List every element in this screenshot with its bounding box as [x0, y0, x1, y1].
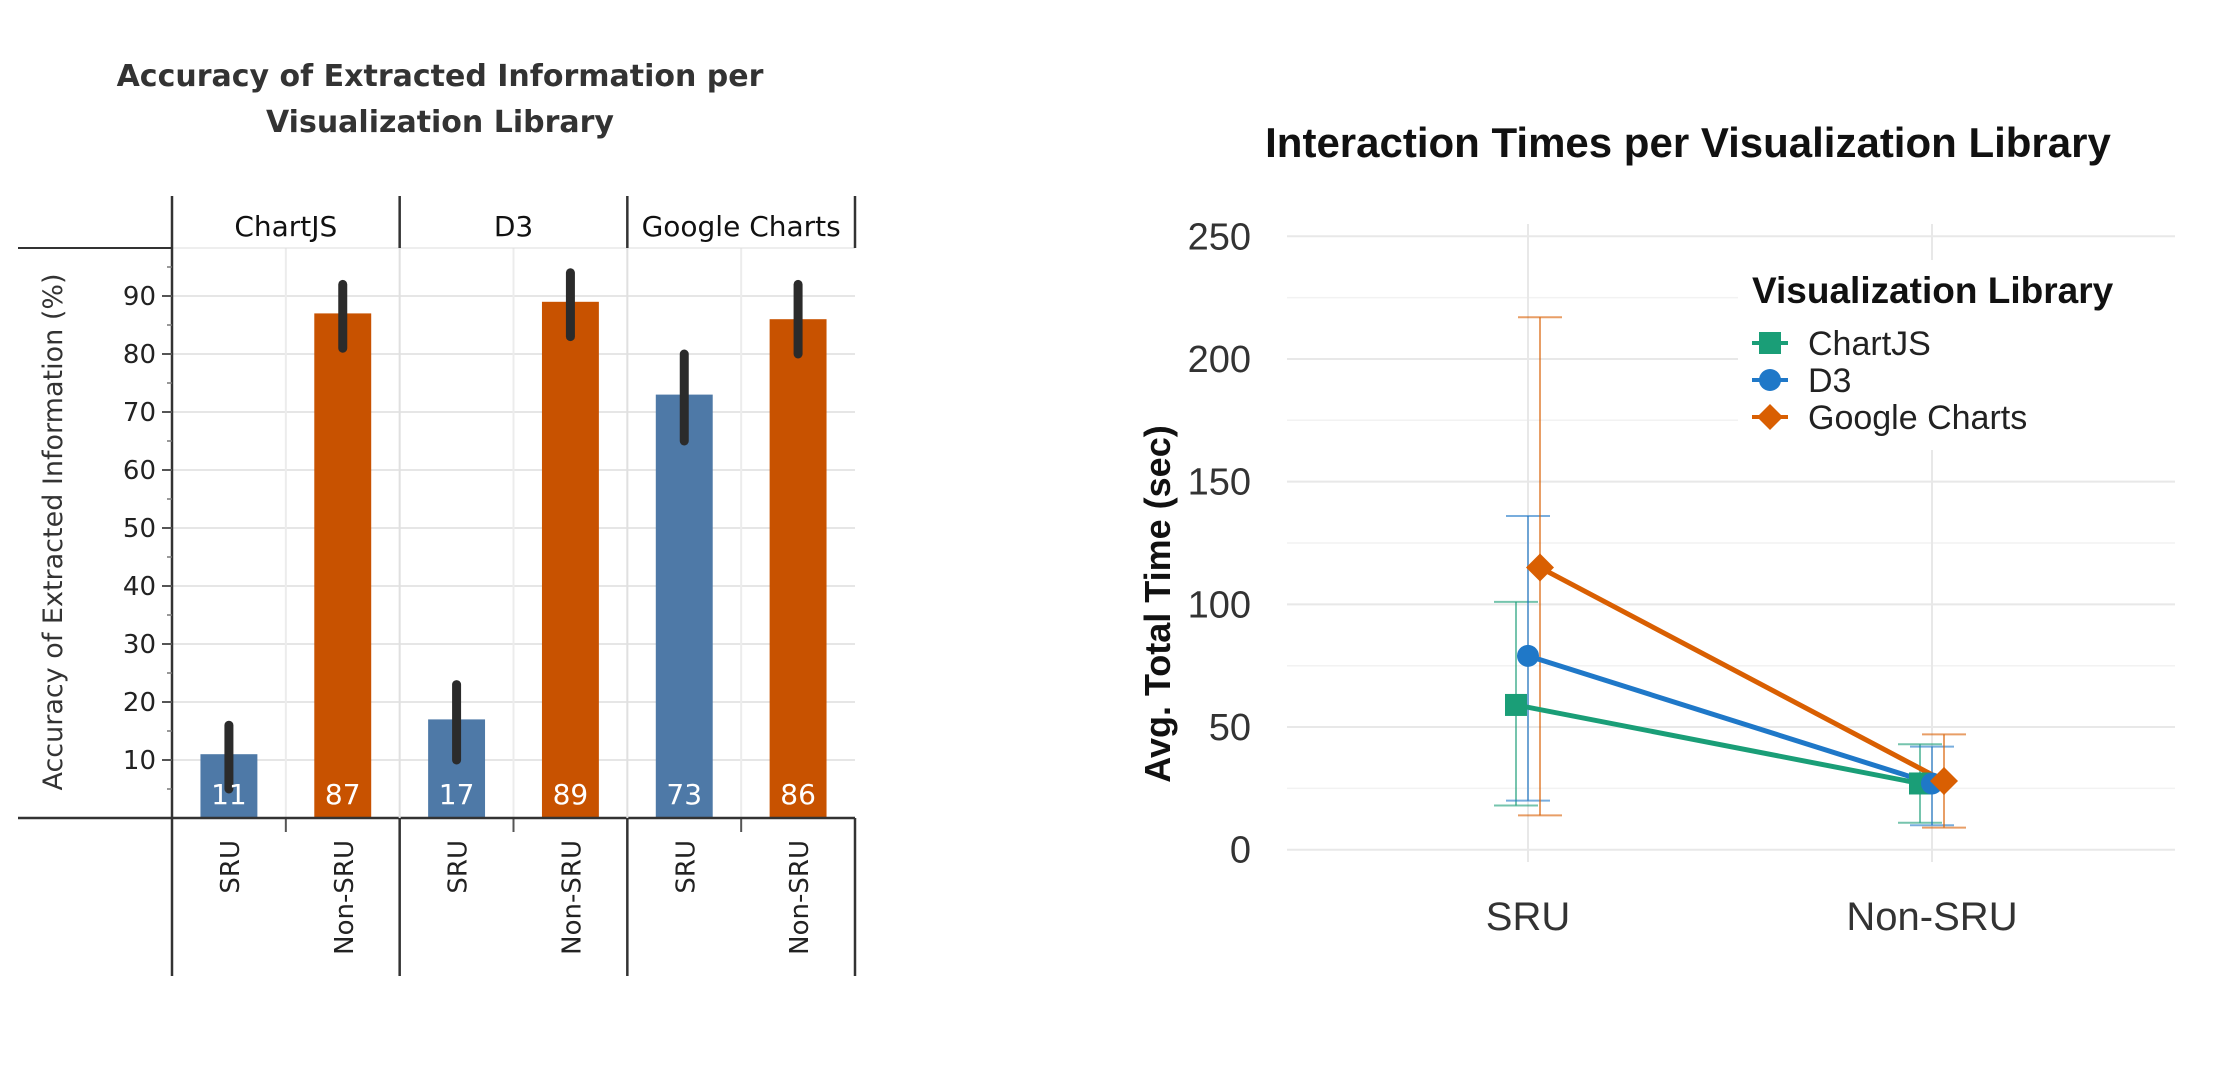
left-chart-title-line-2: Visualization Library [266, 105, 614, 140]
left-chart-error-bars [224, 268, 803, 794]
bar [541, 301, 599, 818]
point-square [1505, 693, 1527, 716]
y-tick-label: 90 [123, 282, 156, 312]
x-category-label: Non-SRU [1846, 895, 2017, 939]
left-chart-group-headers: ChartJS D3 Google Charts [234, 210, 840, 243]
group-header-google-charts: Google Charts [642, 210, 841, 243]
bar-value-label: 86 [780, 778, 816, 811]
right-chart-x-axis: SRU Non-SRU [1486, 895, 2018, 939]
bar [314, 313, 372, 818]
y-tick-label: 250 [1188, 216, 1251, 258]
bar-value-label: 87 [325, 778, 361, 811]
series-line-google-charts [1538, 565, 1946, 784]
bar [769, 319, 827, 818]
y-tick-label: 0 [1230, 830, 1251, 872]
legend-background [1738, 260, 2178, 450]
bar-value-label: 73 [666, 778, 702, 811]
bar [655, 394, 713, 818]
left-chart-title-line-1: Accuracy of Extracted Information per [117, 59, 764, 94]
y-tick-label: 50 [1209, 707, 1251, 749]
legend-title: Visualization Library [1752, 270, 2114, 311]
y-tick-label: 20 [123, 688, 156, 718]
legend-entry-chartjs: ChartJS [1808, 325, 1931, 363]
point-circle [1517, 644, 1539, 667]
group-header-d3: D3 [494, 210, 533, 243]
left-chart-data-labels: 11 87 17 89 73 86 [211, 778, 816, 811]
x-category-label: SRU [444, 840, 474, 894]
right-chart-series-lines [1515, 565, 1946, 786]
y-tick-label: 30 [123, 630, 156, 660]
y-tick-label: 10 [123, 746, 156, 776]
left-chart-y-axis: 10 20 30 40 50 60 70 80 90 [123, 266, 172, 790]
right-chart-title: Interaction Times per Visualization Libr… [1265, 119, 2111, 166]
left-chart-bars [200, 301, 827, 818]
x-category-label: SRU [216, 840, 246, 894]
legend-entry-d3: D3 [1808, 362, 1851, 400]
bar-value-label: 17 [439, 778, 475, 811]
bar-value-label: 89 [553, 778, 589, 811]
left-chart-x-categories: SRU Non-SRU SRU Non-SRU SRU Non-SRU [216, 840, 815, 955]
left-chart-frame [18, 196, 857, 976]
y-tick-label: 80 [123, 340, 156, 370]
y-tick-label: 150 [1188, 462, 1251, 504]
x-category-label: SRU [671, 840, 701, 894]
accuracy-bar-chart: Accuracy of Extracted Information per Vi… [18, 59, 857, 976]
point-diamond [1930, 767, 1958, 796]
legend-diamond-marker [1757, 404, 1783, 430]
right-chart-points [1505, 553, 1958, 796]
right-chart-y-axis-label: Avg. Total Time (sec) [1137, 425, 1178, 782]
x-category-label: Non-SRU [330, 840, 360, 955]
group-header-chartjs: ChartJS [234, 210, 337, 243]
point-diamond [1526, 553, 1554, 582]
y-tick-label: 40 [123, 572, 156, 602]
y-tick-label: 70 [123, 398, 156, 428]
y-tick-label: 50 [123, 514, 156, 544]
y-tick-label: 200 [1188, 339, 1251, 381]
series-line-chartjs [1515, 702, 1921, 786]
x-category-label: SRU [1486, 895, 1570, 939]
series-line-d3 [1527, 653, 1933, 786]
x-category-label: Non-SRU [557, 840, 587, 955]
y-tick-label: 100 [1188, 584, 1251, 626]
left-chart-y-axis-label: Accuracy of Extracted Information (%) [38, 273, 69, 790]
legend-square-marker [1759, 332, 1781, 354]
y-tick-label: 60 [123, 456, 156, 486]
right-chart-y-axis: 0 50 100 150 200 250 [1188, 216, 1251, 871]
legend-circle-marker [1759, 369, 1781, 391]
legend-entry-google-charts: Google Charts [1808, 399, 2027, 437]
x-category-label: Non-SRU [785, 840, 815, 955]
bar-value-label: 11 [211, 778, 247, 811]
